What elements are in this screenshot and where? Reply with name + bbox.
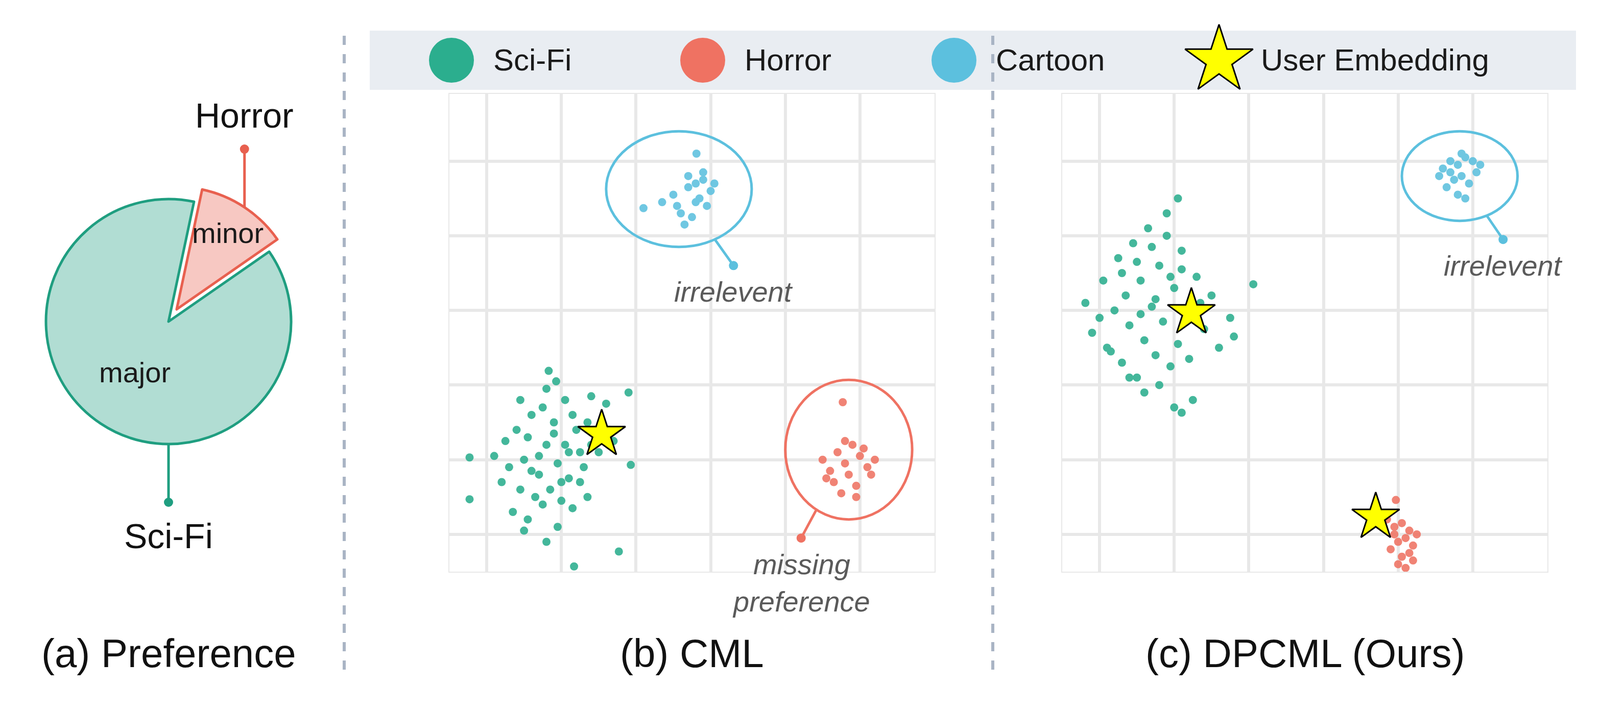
svg-text:Sci-Fi: Sci-Fi	[124, 516, 213, 556]
svg-text:missingpreference: missingpreference	[732, 548, 871, 618]
svg-text:minor: minor	[192, 217, 264, 250]
svg-text:irrelevent: irrelevent	[1443, 249, 1563, 282]
svg-text:User Embedding: User Embedding	[1260, 42, 1490, 78]
svg-text:(c) DPCML (Ours): (c) DPCML (Ours)	[1145, 631, 1465, 677]
svg-text:Horror: Horror	[195, 96, 294, 135]
svg-text:irrelevent: irrelevent	[674, 275, 794, 308]
svg-text:major: major	[99, 356, 171, 389]
svg-text:Horror: Horror	[744, 42, 832, 78]
svg-text:(a) Preference: (a) Preference	[41, 631, 297, 677]
svg-text:Sci-Fi: Sci-Fi	[493, 42, 572, 78]
svg-text:Cartoon: Cartoon	[995, 42, 1105, 78]
svg-text:(b) CML: (b) CML	[619, 631, 764, 677]
